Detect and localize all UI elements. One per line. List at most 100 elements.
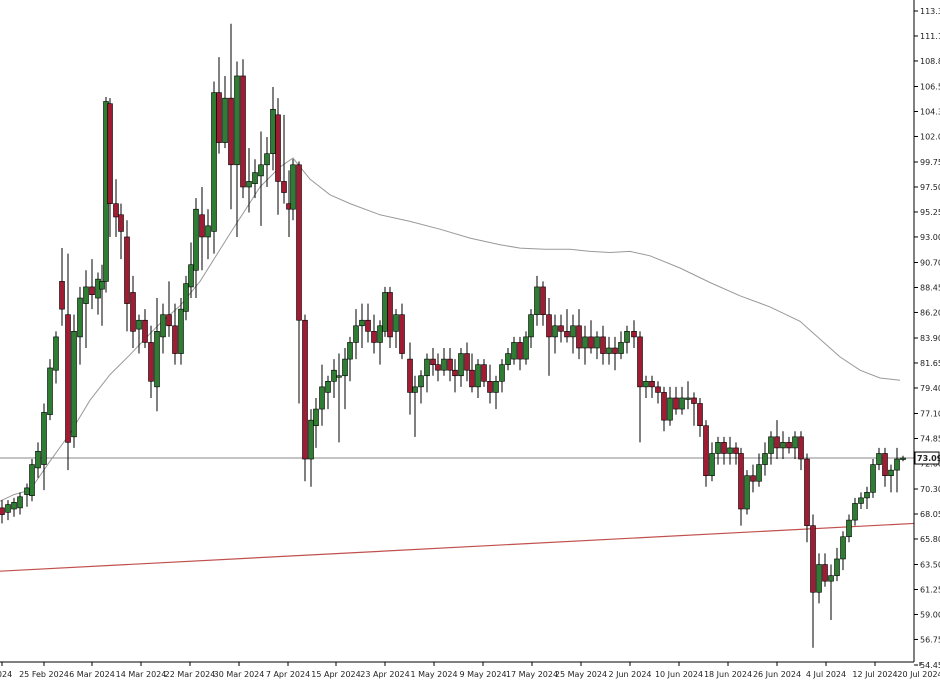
- candle[interactable]: [371, 314, 377, 354]
- candle[interactable]: [205, 209, 211, 260]
- candle[interactable]: [77, 286, 83, 365]
- candles-layer[interactable]: [0, 23, 906, 648]
- candle[interactable]: [160, 303, 166, 354]
- candle[interactable]: [786, 436, 792, 454]
- candle[interactable]: [83, 270, 89, 348]
- candle[interactable]: [342, 347, 348, 410]
- candle[interactable]: [493, 375, 499, 410]
- candle[interactable]: [113, 179, 119, 237]
- candle[interactable]: [183, 275, 189, 321]
- candle[interactable]: [302, 314, 308, 482]
- candle[interactable]: [308, 409, 314, 487]
- candle[interactable]: [130, 275, 136, 348]
- candle[interactable]: [47, 359, 53, 421]
- candle[interactable]: [798, 431, 804, 471]
- candle[interactable]: [870, 459, 876, 498]
- candle[interactable]: [228, 23, 234, 210]
- candle[interactable]: [359, 303, 365, 348]
- candle[interactable]: [810, 514, 816, 648]
- candle[interactable]: [234, 61, 240, 237]
- candle[interactable]: [570, 314, 576, 354]
- candle[interactable]: [216, 57, 222, 154]
- candle[interactable]: [382, 286, 388, 337]
- candle[interactable]: [600, 325, 606, 365]
- candle[interactable]: [481, 359, 487, 387]
- candle[interactable]: [655, 381, 661, 404]
- candle[interactable]: [258, 131, 264, 226]
- candle[interactable]: [11, 497, 17, 517]
- candle[interactable]: [365, 303, 371, 343]
- candle[interactable]: [424, 353, 430, 393]
- candle[interactable]: [685, 381, 691, 410]
- candle[interactable]: [882, 447, 888, 487]
- candle[interactable]: [774, 420, 780, 460]
- candle[interactable]: [240, 59, 246, 199]
- candle[interactable]: [399, 303, 405, 360]
- candle[interactable]: [828, 564, 834, 621]
- candle[interactable]: [435, 353, 441, 382]
- candle[interactable]: [762, 442, 768, 476]
- candle[interactable]: [517, 336, 523, 371]
- candle[interactable]: [727, 436, 733, 465]
- candle[interactable]: [325, 375, 331, 410]
- candle[interactable]: [290, 159, 296, 221]
- candle[interactable]: [17, 492, 23, 515]
- candle[interactable]: [697, 397, 703, 437]
- candle[interactable]: [387, 286, 393, 348]
- candle[interactable]: [528, 309, 534, 348]
- candle[interactable]: [594, 331, 600, 360]
- candle[interactable]: [733, 442, 739, 465]
- candle[interactable]: [452, 359, 458, 393]
- candle[interactable]: [606, 336, 612, 365]
- candle[interactable]: [275, 98, 281, 215]
- candle[interactable]: [804, 453, 810, 543]
- candle[interactable]: [296, 161, 302, 404]
- candle[interactable]: [852, 497, 858, 526]
- candle[interactable]: [35, 442, 41, 478]
- candle[interactable]: [582, 325, 588, 365]
- candle[interactable]: [637, 331, 643, 443]
- candle[interactable]: [750, 464, 756, 493]
- candle[interactable]: [612, 336, 618, 371]
- candle[interactable]: [142, 309, 148, 348]
- candle[interactable]: [193, 198, 199, 299]
- candle[interactable]: [441, 347, 447, 376]
- candle[interactable]: [65, 253, 71, 471]
- candle[interactable]: [447, 347, 453, 382]
- candle[interactable]: [631, 320, 637, 348]
- candle[interactable]: [864, 486, 870, 509]
- candle[interactable]: [643, 375, 649, 398]
- candle[interactable]: [840, 531, 846, 571]
- candle[interactable]: [407, 342, 413, 415]
- candle[interactable]: [188, 242, 194, 299]
- candle[interactable]: [377, 320, 383, 365]
- candle[interactable]: [624, 325, 630, 354]
- candle[interactable]: [858, 492, 864, 509]
- candle[interactable]: [888, 464, 894, 493]
- candle[interactable]: [534, 275, 540, 326]
- candle[interactable]: [822, 553, 828, 587]
- candle[interactable]: [511, 336, 517, 365]
- candle[interactable]: [709, 442, 715, 482]
- candle[interactable]: [5, 500, 11, 521]
- candle[interactable]: [679, 386, 685, 415]
- candle[interactable]: [768, 431, 774, 465]
- candle[interactable]: [118, 203, 124, 260]
- candle[interactable]: [211, 81, 217, 254]
- candle[interactable]: [418, 370, 424, 404]
- candle[interactable]: [166, 281, 172, 337]
- candle[interactable]: [319, 364, 325, 426]
- candle[interactable]: [588, 320, 594, 354]
- candle[interactable]: [0, 500, 5, 524]
- candle[interactable]: [558, 314, 564, 343]
- candle[interactable]: [738, 447, 744, 526]
- candle[interactable]: [29, 459, 35, 502]
- candle[interactable]: [124, 220, 130, 332]
- candle[interactable]: [178, 298, 184, 365]
- candle[interactable]: [458, 347, 464, 387]
- candle[interactable]: [347, 336, 353, 382]
- candle[interactable]: [199, 186, 205, 271]
- candle[interactable]: [618, 331, 624, 360]
- candle[interactable]: [900, 455, 906, 462]
- candle[interactable]: [71, 314, 77, 448]
